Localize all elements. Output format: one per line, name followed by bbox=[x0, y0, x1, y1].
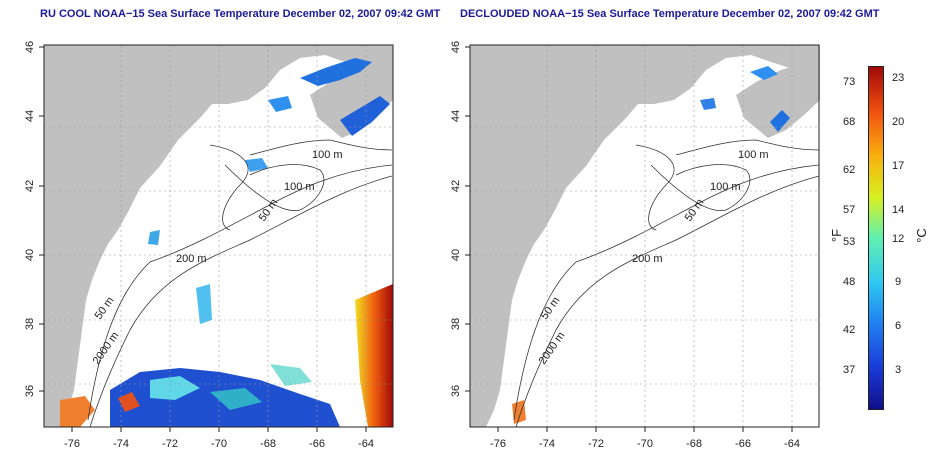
x-tick: -72 bbox=[588, 438, 604, 450]
f-tick: 57 bbox=[843, 204, 856, 216]
nova-scotia bbox=[736, 60, 820, 138]
c-tick: 23 bbox=[892, 72, 905, 84]
x-tick: -72 bbox=[162, 438, 178, 450]
y-tick: 46 bbox=[24, 41, 36, 53]
y-tick: 42 bbox=[24, 180, 36, 192]
x-tick: -68 bbox=[260, 438, 276, 450]
f-tick: 48 bbox=[843, 276, 856, 288]
x-tick: -70 bbox=[211, 438, 227, 450]
celsius-unit: °C bbox=[913, 228, 929, 243]
c-tick: 14 bbox=[892, 204, 905, 216]
c-tick: 6 bbox=[895, 320, 902, 332]
y-tick: 46 bbox=[450, 41, 462, 53]
contour-label: 100 m bbox=[312, 149, 343, 161]
y-tick: 36 bbox=[24, 385, 36, 397]
land-mass bbox=[470, 45, 820, 427]
x-tick: -64 bbox=[358, 438, 374, 450]
colorbar bbox=[868, 66, 884, 410]
f-tick: 62 bbox=[843, 164, 856, 176]
c-tick: 3 bbox=[895, 364, 902, 376]
contour-label: 200 m bbox=[632, 253, 663, 265]
x-tick: -70 bbox=[637, 438, 653, 450]
contour-label: 100 m bbox=[738, 149, 769, 161]
x-tick: -66 bbox=[309, 438, 325, 450]
x-tick: -64 bbox=[784, 438, 800, 450]
y-tick: 38 bbox=[450, 318, 462, 330]
c-tick: 12 bbox=[892, 233, 905, 245]
y-tick: 40 bbox=[450, 249, 462, 261]
y-tick: 36 bbox=[450, 385, 462, 397]
y-tick: 42 bbox=[450, 180, 462, 192]
x-tick: -66 bbox=[735, 438, 751, 450]
contour-label: 100 m bbox=[284, 181, 315, 193]
c-tick: 9 bbox=[895, 276, 902, 288]
right-panel-title: DECLOUDED NOAA−15 Sea Surface Temperatur… bbox=[460, 8, 880, 20]
y-tick: 40 bbox=[24, 249, 36, 261]
x-tick: -74 bbox=[539, 438, 555, 450]
f-tick: 68 bbox=[843, 116, 856, 128]
fahrenheit-unit: °F bbox=[829, 228, 845, 243]
f-tick: 37 bbox=[843, 364, 856, 376]
x-tick: -76 bbox=[490, 438, 506, 450]
y-tick: 44 bbox=[24, 110, 36, 122]
left-panel-title: RU COOL NOAA−15 Sea Surface Temperature … bbox=[40, 8, 441, 20]
c-tick: 20 bbox=[892, 116, 905, 128]
c-tick: 17 bbox=[892, 160, 905, 172]
x-tick: -74 bbox=[113, 438, 129, 450]
x-tick: -68 bbox=[686, 438, 702, 450]
left-map: 100 m 100 m 50 m 200 m 50 m 2000 m -76 -… bbox=[24, 41, 394, 450]
f-tick: 73 bbox=[843, 76, 856, 88]
contour-label: 200 m bbox=[176, 253, 207, 265]
contour-label: 100 m bbox=[710, 181, 741, 193]
land-mass bbox=[44, 45, 393, 427]
f-tick: 42 bbox=[843, 324, 856, 336]
y-tick: 44 bbox=[450, 110, 462, 122]
x-tick: -76 bbox=[64, 438, 80, 450]
y-tick: 38 bbox=[24, 318, 36, 330]
right-map: 100 m 100 m 50 m 200 m 50 m 2000 m -76 -… bbox=[450, 41, 820, 450]
f-tick: 53 bbox=[843, 236, 856, 248]
